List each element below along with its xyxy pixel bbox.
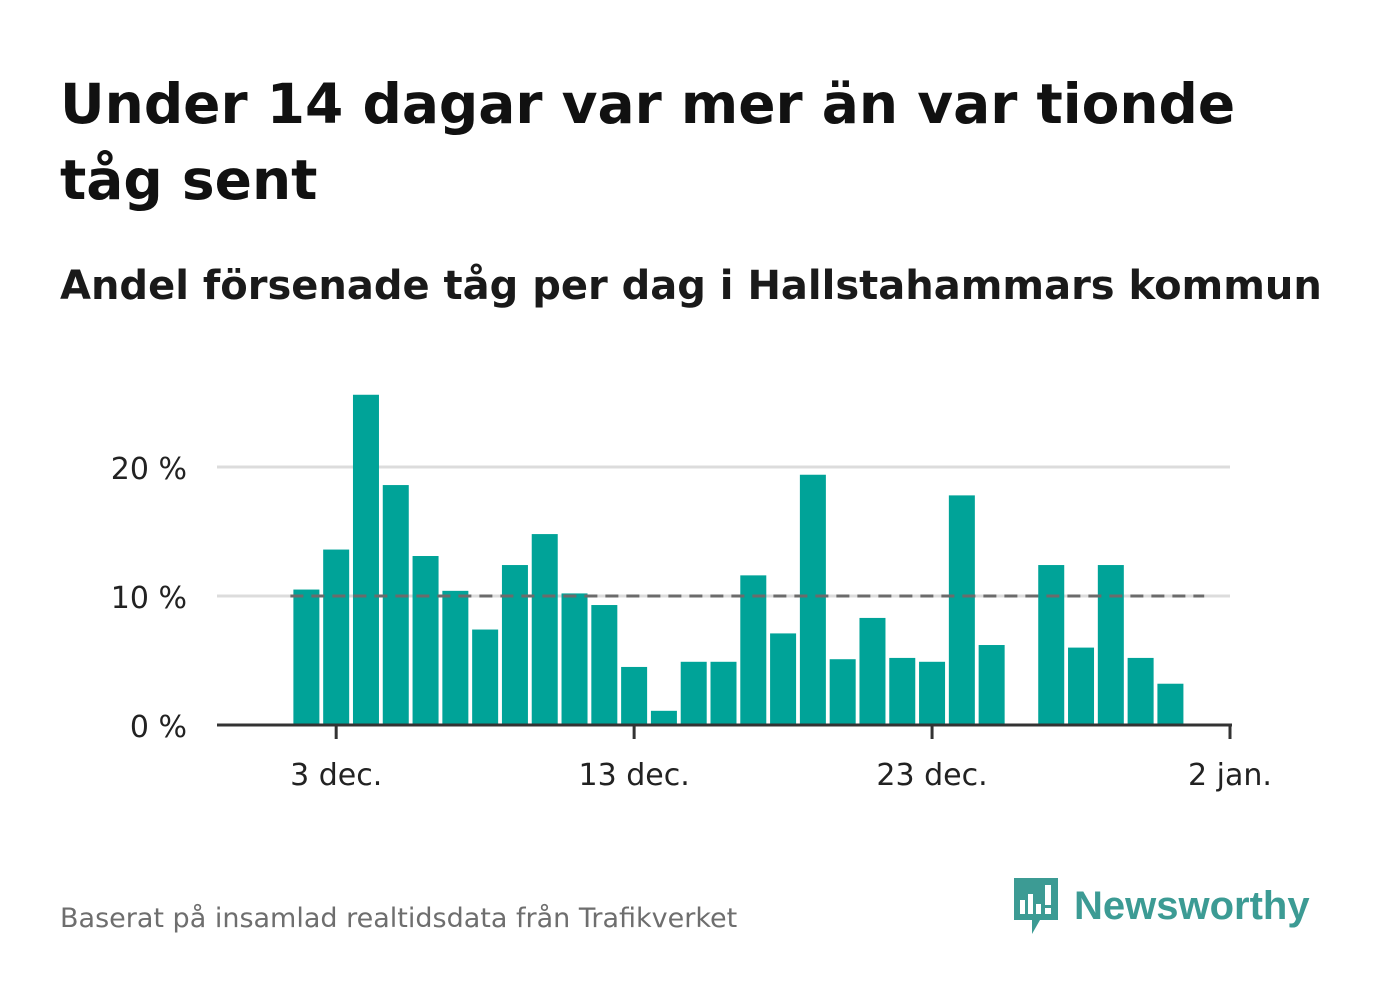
y-tick-label: 10 %: [111, 581, 187, 616]
bar: [1127, 657, 1154, 725]
bar: [442, 590, 469, 725]
bar: [948, 495, 975, 725]
bar: [591, 605, 618, 725]
bar-chart: 0 % 10 % 20 % 3 dec. 13 dec. 23 dec. 2 jan.: [111, 394, 1272, 793]
bar: [293, 589, 320, 725]
x-tick-label: 23 dec.: [876, 758, 987, 793]
bar: [1157, 683, 1184, 725]
x-axis: [217, 723, 1232, 739]
bar: [412, 556, 439, 725]
brand-name: Newsworthy: [1074, 884, 1310, 928]
y-tick-label: 20 %: [111, 452, 187, 487]
bar: [889, 657, 916, 725]
bar: [472, 629, 499, 725]
bar: [1038, 565, 1065, 725]
bar: [352, 394, 379, 725]
bar: [650, 710, 677, 725]
y-axis-labels: 0 % 10 % 20 %: [111, 452, 187, 745]
bar: [382, 485, 409, 725]
x-axis-labels: 3 dec. 13 dec. 23 dec. 2 jan.: [290, 758, 1272, 793]
bar: [859, 617, 886, 725]
newsworthy-logo: Newsworthy: [1010, 876, 1310, 936]
bar: [1097, 565, 1124, 725]
bar: [323, 549, 350, 725]
bar: [561, 593, 588, 725]
bar: [770, 633, 797, 725]
bar: [919, 661, 946, 725]
source-note: Baserat på insamlad realtidsdata från Tr…: [60, 903, 738, 934]
bars: [293, 394, 1184, 725]
bar: [1068, 647, 1095, 725]
x-tick-label: 2 jan.: [1188, 758, 1272, 793]
x-tick-label: 13 dec.: [578, 758, 689, 793]
bar: [621, 666, 648, 725]
chart-title: Under 14 dagar var mer än var tionde tåg…: [60, 72, 1236, 212]
y-tick-label: 0 %: [130, 710, 187, 745]
bar: [531, 534, 558, 725]
bar: [740, 575, 767, 725]
bar: [978, 645, 1005, 725]
bar: [680, 661, 707, 725]
chart-subtitle: Andel försenade tåg per dag i Hallstaham…: [60, 263, 1322, 309]
x-tick-label: 3 dec.: [290, 758, 382, 793]
bar: [799, 474, 826, 725]
newsworthy-logo-icon: [1014, 878, 1058, 934]
bar: [829, 659, 856, 725]
bar: [710, 661, 737, 725]
bar: [501, 565, 528, 725]
